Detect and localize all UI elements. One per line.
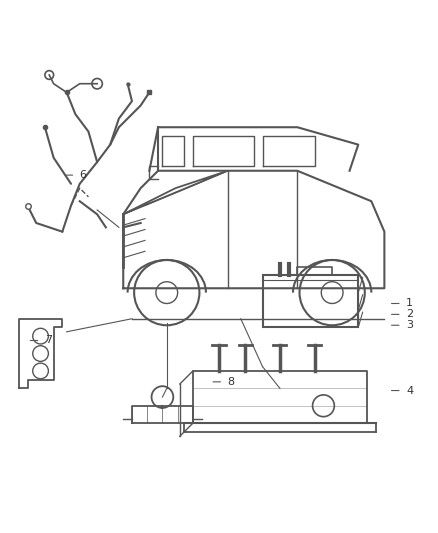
Text: 7: 7: [45, 335, 52, 345]
Text: 8: 8: [228, 377, 235, 387]
Text: 3: 3: [406, 320, 413, 330]
Text: 4: 4: [406, 385, 413, 395]
Text: 1: 1: [406, 298, 413, 309]
Text: 6: 6: [80, 170, 87, 180]
Text: 2: 2: [406, 309, 413, 319]
